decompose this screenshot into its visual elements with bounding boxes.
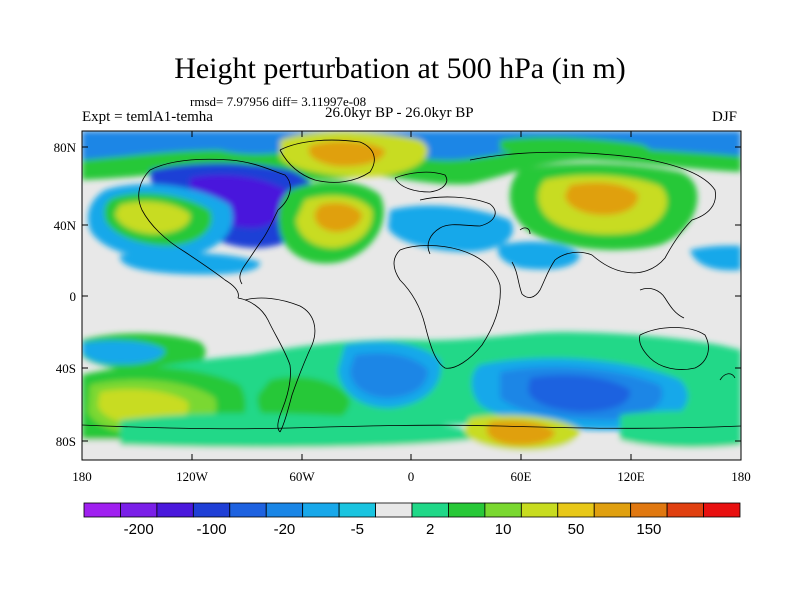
- map-title: Height perturbation at 500 hPa (in m): [174, 52, 626, 85]
- field-blob: [350, 353, 428, 398]
- stats-label: rmsd= 7.97956 diff= 3.11997e-08: [190, 94, 367, 109]
- colorbar-swatch: [302, 502, 340, 518]
- lat-tick-label: 40S: [56, 361, 76, 376]
- colorbar-label: 50: [568, 521, 585, 538]
- field-blob: [620, 410, 741, 448]
- lon-tick-label: 120E: [617, 469, 645, 484]
- coastline: [394, 171, 448, 193]
- field-blob: [115, 201, 191, 234]
- colorbar-swatch: [448, 502, 486, 518]
- coastlines: [82, 139, 741, 433]
- period-label: 26.0kyr BP - 26.0kyr BP: [325, 105, 474, 121]
- colorbar-swatch: [375, 502, 413, 518]
- coastline: [149, 158, 291, 285]
- coastline: [279, 139, 375, 183]
- colorbar-swatch: [265, 502, 304, 518]
- colorbar-swatch: [520, 502, 559, 518]
- colorbar-swatch: [557, 502, 595, 518]
- colorbar-label: -5: [351, 521, 364, 538]
- coastline: [519, 227, 531, 235]
- colorbar-swatch: [703, 502, 741, 518]
- field-blob: [388, 205, 514, 252]
- lat-tick-label: 40N: [54, 218, 77, 233]
- colorbar-labels: -200 -100 -20 -5 2 10 50 150: [124, 521, 662, 538]
- lat-tick-label: 80N: [54, 140, 77, 155]
- lon-tick-label: 180: [72, 469, 92, 484]
- colorbar-label: -200: [124, 521, 154, 538]
- coastline: [237, 297, 291, 433]
- coastline: [511, 251, 593, 298]
- lon-tick-label: 60W: [289, 469, 315, 484]
- coastline: [719, 373, 736, 381]
- experiment-label: Expt = temlA1-temha: [82, 109, 213, 125]
- colorbar-swatch: [338, 502, 376, 518]
- colorbar-label: -20: [274, 521, 296, 538]
- colorbar-label: 2: [426, 521, 434, 538]
- axis-ticks: [81, 131, 742, 460]
- colorbar-swatch: [120, 502, 158, 518]
- lon-tick-label: 0: [408, 469, 415, 484]
- coastline: [469, 151, 716, 274]
- field-blob: [82, 340, 165, 365]
- colorbar-swatch: [630, 502, 668, 518]
- field-blob: [497, 241, 580, 270]
- height-field: [82, 131, 741, 460]
- coastline: [244, 297, 316, 433]
- colorbar-swatch: [192, 502, 231, 518]
- season-label: DJF: [712, 109, 738, 125]
- colorbar-swatch: [229, 502, 267, 518]
- field-blob: [690, 245, 741, 271]
- colorbar: [83, 502, 741, 518]
- coastline: [639, 327, 709, 370]
- field-blob: [314, 202, 362, 232]
- field-blob: [565, 182, 639, 216]
- lat-tick-label: 80S: [56, 434, 76, 449]
- lat-tick-label: 0: [70, 289, 77, 304]
- field-blob: [119, 252, 261, 275]
- colorbar-swatch: [156, 502, 194, 518]
- colorbar-label: 10: [495, 521, 512, 538]
- coastline: [639, 288, 685, 319]
- lon-tick-label: 180: [731, 469, 751, 484]
- lon-tick-label: 120W: [176, 469, 209, 484]
- lon-tick-label: 60E: [511, 469, 532, 484]
- coastline: [138, 169, 239, 299]
- colorbar-swatch: [83, 502, 121, 518]
- field-blob: [528, 375, 631, 412]
- colorbar-label: -100: [197, 521, 227, 538]
- coastline: [419, 196, 496, 255]
- colorbar-label: 150: [636, 521, 661, 538]
- longitude-labels: 180 120W 60W 0 60E 120E 180: [72, 469, 751, 484]
- latitude-labels: 80N 40N 0 40S 80S: [54, 140, 77, 449]
- colorbar-swatch: [484, 502, 522, 518]
- field-blob: [120, 413, 472, 448]
- colorbar-swatch: [593, 502, 632, 518]
- colorbar-swatch: [666, 502, 704, 518]
- coastline: [82, 424, 741, 430]
- colorbar-swatch: [411, 502, 449, 518]
- coastline: [393, 245, 501, 369]
- field-blob: [308, 141, 385, 167]
